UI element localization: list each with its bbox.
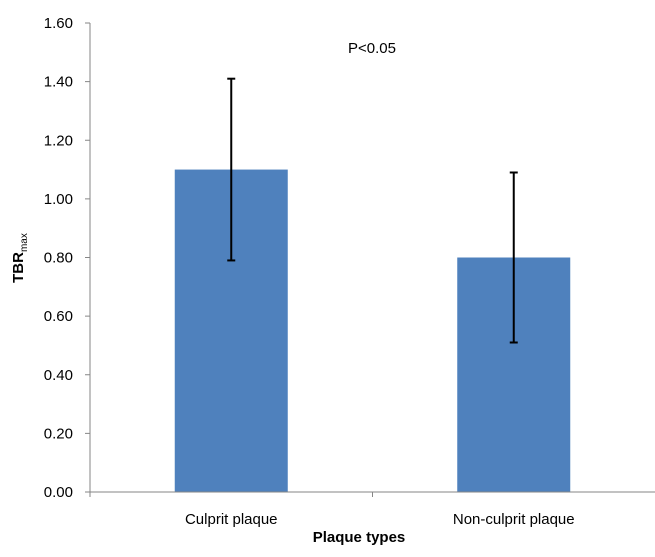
y-axis-title-subscript: max	[19, 233, 30, 252]
y-tick-label: 1.60	[44, 15, 73, 32]
error-bars	[227, 77, 518, 344]
y-axis-ticks: 0.00 0.20 0.40 0.60 0.80 1.00 1.20 1.40 1.60	[44, 15, 90, 501]
y-tick-label: 0.00	[44, 484, 73, 501]
x-axis-categories: Culprit plaque Non-culprit plaque	[89, 492, 575, 528]
y-tick-label: 0.20	[44, 425, 73, 442]
y-tick-label: 1.20	[44, 132, 73, 149]
y-tick-label: 1.00	[44, 191, 73, 208]
y-tick-label: 0.60	[44, 308, 73, 325]
y-axis-title-main: TBR	[10, 252, 27, 283]
x-axis-title: Plaque types	[313, 529, 406, 546]
y-tick-label: 1.40	[44, 74, 73, 91]
bars	[174, 169, 571, 492]
significance-annotation: P<0.05	[348, 40, 396, 57]
y-axis-title: TBRmax	[10, 233, 30, 283]
y-tick-label: 0.80	[44, 250, 73, 267]
x-category-label: Culprit plaque	[185, 511, 278, 528]
y-tick-label: 0.40	[44, 367, 73, 384]
x-category-label: Non-culprit plaque	[453, 511, 575, 528]
